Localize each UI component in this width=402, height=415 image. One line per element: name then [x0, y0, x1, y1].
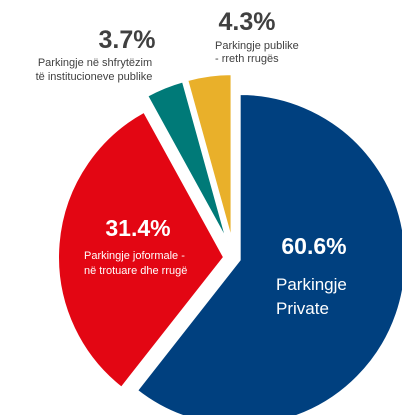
pie-slices	[57, 73, 402, 415]
slice-label-institutional-line2: të institucioneve publike	[36, 71, 153, 83]
slice-label-private-line1: Parkingje	[276, 275, 347, 294]
slice-label-institutional-line1: Parkingje në shfrytëzim	[38, 57, 152, 69]
value-label-institutional: 3.7%	[99, 26, 156, 54]
slice-label-public-street-line1: Parkingje publike	[215, 40, 299, 52]
pie-slice-institutional	[145, 80, 229, 242]
value-label-public-street: 4.3%	[219, 8, 276, 36]
pie-slice-informal	[57, 110, 226, 390]
value-label-private: 60.6%	[281, 233, 346, 259]
slice-label-private-line2: Private	[276, 299, 329, 318]
slice-label-public-street-line2: - rreth rrugës	[215, 53, 279, 65]
slice-label-informal-line2: në trotuare dhe rrugë	[84, 265, 187, 277]
pie-slice-private	[135, 92, 402, 415]
value-label-informal: 31.4%	[105, 215, 170, 241]
pie-slice-public-street	[186, 73, 233, 241]
slice-label-informal-line1: Parkingje joformale -	[84, 250, 185, 262]
